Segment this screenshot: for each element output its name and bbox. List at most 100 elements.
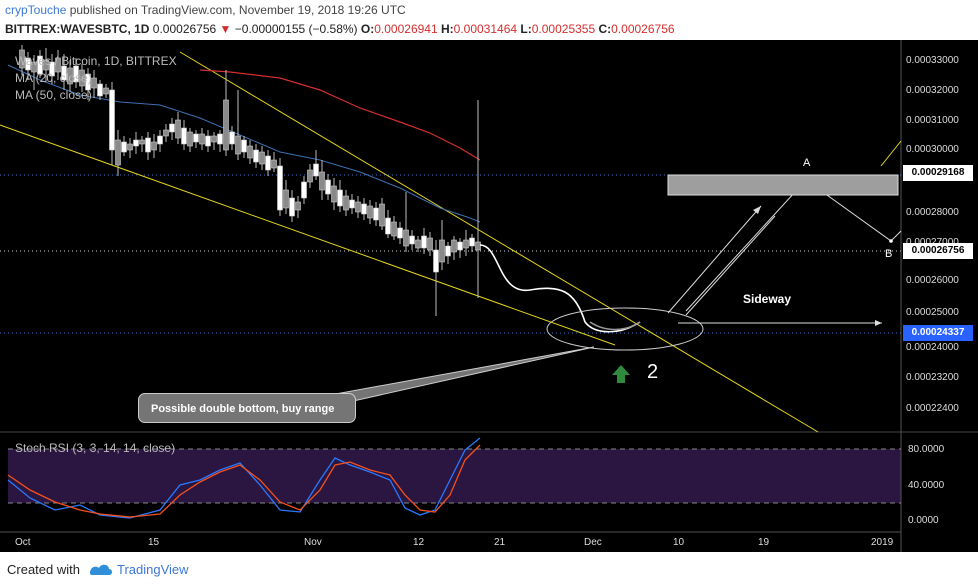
price-tick-label: 0.00022400 [906, 403, 959, 414]
price-tick-label: 0.00031000 [906, 115, 959, 126]
candle-body [451, 239, 457, 253]
candle-body [313, 163, 319, 177]
candle-body [463, 239, 469, 249]
date-tick-label: 21 [494, 537, 506, 548]
price-tick-label: 0.00030000 [906, 144, 959, 155]
candle-body [229, 131, 235, 145]
candle-body [475, 241, 481, 251]
high-value: 0.00031464 [453, 22, 518, 36]
candle-body [355, 201, 361, 213]
ma20-legend[interactable]: MA (20, close) [15, 71, 92, 85]
candle-body [205, 135, 211, 147]
candle-body [181, 127, 187, 145]
candle-body [403, 229, 409, 247]
second-bottom-path[interactable] [589, 321, 641, 331]
point-b-label: B [885, 248, 893, 260]
candle-body [43, 59, 49, 71]
chart-canvas[interactable]: 0.00033000 0.00032000 0.00031000 0.00030000… [0, 40, 978, 552]
descending-trendline-upper[interactable] [179, 51, 819, 433]
chart-header: crypTouche published on TradingView.com,… [0, 0, 978, 40]
candle-body [163, 129, 169, 137]
resistance-zone[interactable] [667, 174, 899, 196]
wave-number-label: 2 [647, 361, 659, 383]
sideway-arrowhead-icon [875, 320, 882, 326]
candle-body [427, 237, 433, 251]
series-legend[interactable]: Waves / Bitcoin, 1D, BITTREX [15, 54, 177, 68]
candle-body [19, 49, 25, 69]
candle-body [37, 55, 43, 75]
candle-body [307, 169, 313, 183]
candle-body [259, 151, 265, 165]
date-tick-label: Nov [304, 537, 322, 548]
stoch-legend[interactable]: Stoch RSI (3, 3, 14, 14, close) [15, 441, 176, 455]
candle-body [139, 139, 145, 145]
resistance-price-tag: 0.00029168 [903, 165, 973, 181]
stoch-k-line[interactable] [7, 437, 481, 519]
date-tick-label: 10 [673, 537, 685, 548]
candle-body [367, 205, 373, 219]
candle-body [361, 203, 367, 215]
price-tick-label: 0.00024000 [906, 342, 959, 353]
tradingview-link[interactable]: TradingView [117, 562, 189, 577]
trendline-fragment[interactable] [880, 140, 902, 167]
candle-body [409, 235, 415, 245]
candle-body [115, 139, 121, 166]
candle-body [373, 207, 379, 221]
candle-body [247, 145, 253, 159]
price-axis[interactable]: 0.00033000 0.00032000 0.00031000 0.00030000… [906, 55, 959, 414]
candle-body [127, 143, 133, 151]
candle-body [67, 67, 73, 85]
candle-body [133, 139, 139, 147]
candle-body [91, 77, 97, 89]
candle-body [289, 197, 295, 217]
buy-range-ellipse[interactable] [546, 307, 704, 351]
ab-projection-line[interactable] [685, 179, 902, 312]
last-price: 0.00026756 [152, 22, 217, 36]
ma50-line[interactable] [199, 69, 481, 161]
breakout-arrow-right[interactable] [685, 215, 776, 316]
open-label: O: [360, 22, 375, 36]
candle-body [49, 61, 55, 77]
descending-trendline-lower[interactable] [0, 124, 616, 346]
stoch-d-line[interactable] [7, 444, 481, 518]
high-label: H: [440, 22, 454, 36]
candle-body [151, 141, 157, 151]
support-price-tag: 0.00024337 [903, 325, 973, 341]
candle-body [175, 119, 181, 139]
candle-body [379, 203, 385, 227]
point-a-label: A [803, 157, 811, 169]
ma50-legend[interactable]: MA (50, close) [15, 88, 92, 102]
candlestick-series[interactable] [19, 45, 481, 316]
low-value: 0.00025355 [531, 22, 596, 36]
projection-path[interactable] [479, 244, 641, 333]
double-bottom-callout[interactable]: Possible double bottom, buy range [138, 393, 356, 423]
date-tick-label: Oct [15, 537, 31, 548]
username-link[interactable]: crypTouche [5, 3, 67, 17]
price-tick-label: 0.00023200 [906, 372, 959, 383]
candle-body [433, 249, 439, 273]
candle-body [439, 239, 445, 263]
date-tick-label: 19 [758, 537, 770, 548]
candle-body [61, 65, 67, 81]
chart-area[interactable]: 0.00033000 0.00032000 0.00031000 0.00030000… [0, 40, 978, 552]
time-axis[interactable]: Oct 15 Nov 12 21 Dec 10 19 2019 [15, 537, 894, 548]
candle-body [169, 123, 175, 133]
stoch-axis[interactable]: 80.0000 40.0000 0.0000 [908, 444, 945, 526]
price-tick-label: 0.00028000 [906, 207, 959, 218]
candle-body [271, 159, 277, 169]
stoch-band [8, 449, 901, 503]
ma20-line[interactable] [7, 64, 481, 223]
candle-body [157, 135, 163, 145]
candle-body [283, 189, 289, 209]
candle-body [253, 149, 259, 163]
breakout-arrow-left[interactable] [667, 205, 762, 314]
candle-body [235, 135, 241, 155]
date-tick-label: 2019 [871, 537, 894, 548]
stoch-tick-label: 80.0000 [908, 444, 945, 455]
change-arrow-icon: ▼ [219, 22, 232, 36]
stoch-tick-label: 0.0000 [908, 515, 939, 526]
candle-body [145, 137, 151, 153]
candle-body [199, 133, 205, 145]
price-tick-label: 0.00033000 [906, 55, 959, 66]
low-label: L: [520, 22, 532, 36]
